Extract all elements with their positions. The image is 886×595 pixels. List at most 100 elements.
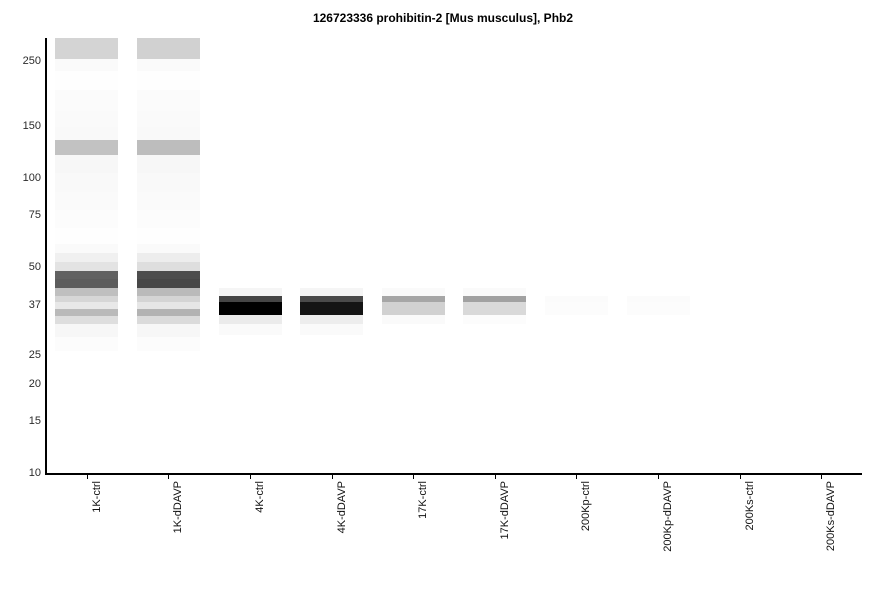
gel-lane[interactable] [627,38,690,473]
y-axis-line [45,38,47,475]
gel-band [300,314,363,325]
gel-band [55,173,118,192]
gel-band [137,243,200,253]
gel-band [55,336,118,351]
x-tick-mark [332,475,333,479]
x-tick-mark [740,475,741,479]
gel-band [300,324,363,335]
gel-band [55,58,118,71]
gel-band [55,140,118,156]
gel-band [137,324,200,337]
gel-band [55,287,118,296]
y-tick-label: 10 [28,466,41,479]
gel-band [137,271,200,280]
gel-lane[interactable] [55,38,118,473]
gel-band [382,314,445,325]
gel-lane[interactable] [382,38,445,473]
gel-band [300,287,363,296]
gel-lane[interactable] [463,38,526,473]
y-tick-label: 75 [28,208,41,221]
x-tick-label: 200Ks-ctrl [744,481,756,531]
gel-band [137,155,200,174]
gel-band [219,302,282,315]
gel-band [463,295,526,303]
gel-band [219,314,282,325]
x-tick-mark [87,475,88,479]
x-tick-label: 17K-dDAVP [499,481,511,540]
gel-band [55,316,118,325]
gel-band [382,295,445,303]
gel-band [137,58,200,71]
gel-lane[interactable] [137,38,200,473]
y-tick-label: 37 [28,299,41,312]
gel-band [55,309,118,317]
gel-band [55,324,118,337]
gel-band [137,279,200,288]
gel-band [219,295,282,303]
gel-band [55,302,118,310]
gel-band [219,324,282,335]
x-tick-mark [250,475,251,479]
gel-band [137,110,200,127]
x-tick-label: 200Kp-dDAVP [662,481,674,552]
gel-band [137,89,200,111]
gel-band [137,316,200,325]
gel-band [382,287,445,296]
gel-band [137,191,200,211]
gel-band [137,38,200,59]
y-tick-label: 250 [22,54,41,67]
gel-band [137,309,200,317]
gel-band [137,336,200,351]
gel-band [55,243,118,253]
gel-band [137,227,200,244]
gel-band [137,295,200,303]
x-tick-mark [413,475,414,479]
x-tick-mark [821,475,822,479]
gel-band [137,302,200,310]
x-tick-mark [576,475,577,479]
page-title: 126723336 prohibitin-2 [Mus musculus], P… [312,11,574,25]
gel-band [55,227,118,244]
gel-band [545,302,608,315]
x-tick-label: 1K-dDAVP [172,481,184,534]
gel-band [463,302,526,315]
gel-lane[interactable] [545,38,608,473]
gel-band [55,295,118,303]
gel-band [137,210,200,228]
gel-band [463,287,526,296]
gel-band [55,210,118,228]
gel-band [137,70,200,90]
gel-band [55,70,118,90]
gel-band [55,126,118,141]
gel-band [55,155,118,174]
gel-band [627,302,690,315]
gel-band [55,279,118,288]
gel-band [55,271,118,280]
gel-band [137,126,200,141]
gel-band [55,38,118,59]
x-axis-line [45,473,862,475]
gel-band [137,287,200,296]
x-tick-label: 4K-dDAVP [336,481,348,534]
gel-band [300,295,363,303]
y-tick-label: 20 [28,377,41,390]
gel-band [627,295,690,303]
gel-lane[interactable] [300,38,363,473]
gel-band [137,140,200,156]
gel-band [137,252,200,263]
gel-band [137,262,200,272]
gel-lane[interactable] [219,38,282,473]
x-tick-label: 200Kp-ctrl [580,481,592,532]
x-tick-mark [658,475,659,479]
gel-band [545,295,608,303]
gel-band [55,89,118,111]
gel-band [137,173,200,192]
gel-band [219,287,282,296]
y-tick-label: 150 [22,120,41,133]
gel-band [382,302,445,315]
y-tick-label: 100 [22,172,41,184]
gel-band [300,302,363,315]
